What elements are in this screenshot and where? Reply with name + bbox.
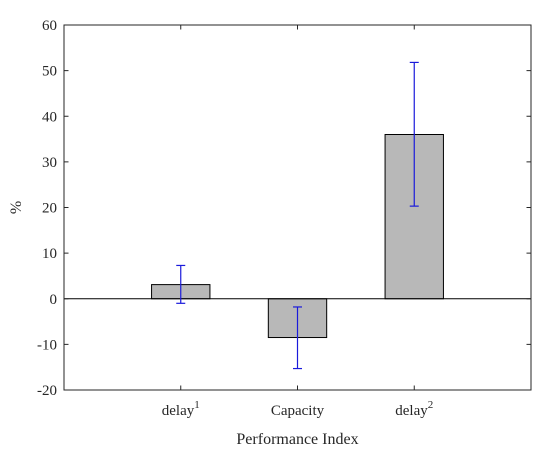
x-axis-title: Performance Index xyxy=(236,431,358,448)
y-tick-label: 60 xyxy=(42,18,57,34)
y-tick-label: 30 xyxy=(42,155,57,171)
y-axis-title: % xyxy=(8,201,25,214)
y-tick-label: 10 xyxy=(42,246,57,262)
y-tick-label: -20 xyxy=(37,383,57,399)
y-tick-label: 40 xyxy=(42,109,57,125)
y-tick-label: 50 xyxy=(42,64,57,80)
y-tick-label: -10 xyxy=(37,337,57,353)
y-tick-label: 0 xyxy=(50,292,58,308)
x-tick-label: delay2 xyxy=(395,399,433,419)
y-tick-label: 20 xyxy=(42,201,57,217)
x-tick-label: delay1 xyxy=(162,399,200,419)
x-tick-label: Capacity xyxy=(271,403,325,419)
